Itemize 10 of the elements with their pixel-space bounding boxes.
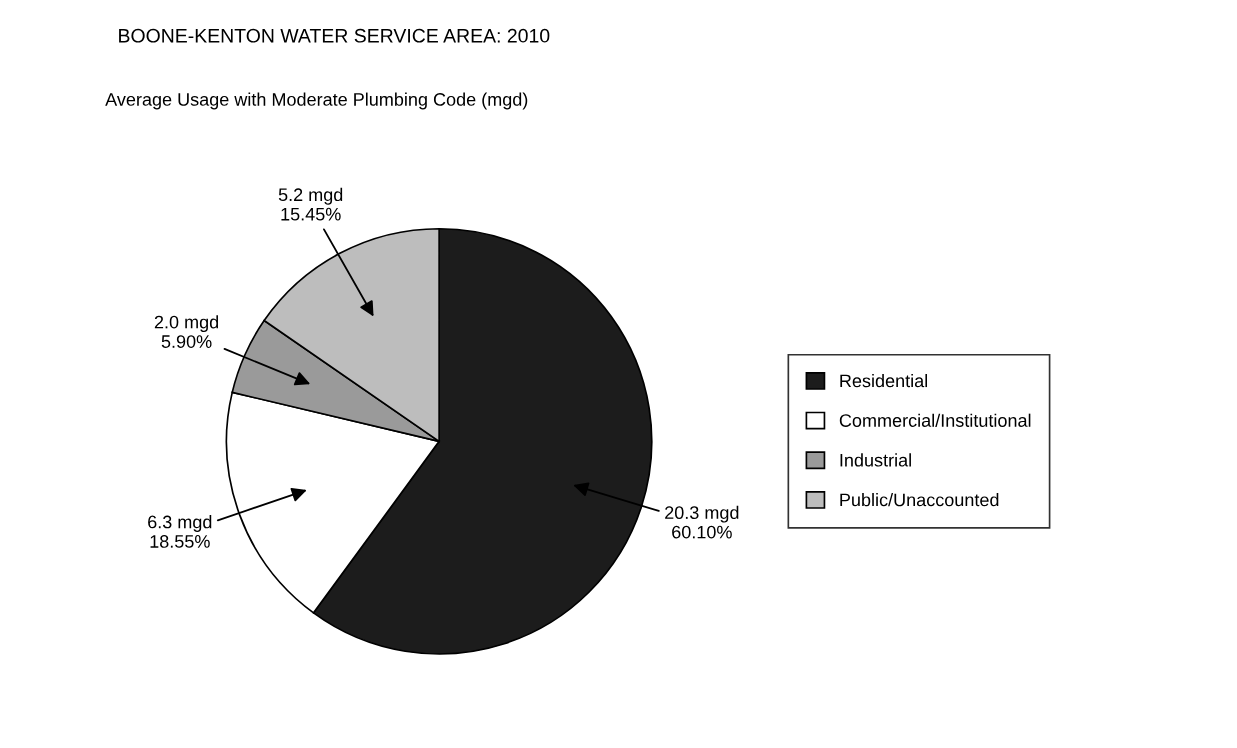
data-label: 5.2 mgd 15.45% [278,187,343,221]
data-label: 20.3 mgd 60.10% [665,505,739,539]
legend-label: Public/Unaccounted [840,493,999,507]
legend-label: Residential [840,373,928,388]
data-label: 6.3 mgd 18.55% [148,515,212,548]
legend-label: Commercial/Institutional [839,413,1031,427]
data-label: 2.0 mgd 5.90% [154,315,219,348]
chart-title: BOONE-KENTON WATER SERVICE AREA: 2010 [119,28,550,43]
legend-label: Industrial [840,453,911,467]
chart-subtitle: Average Usage with Moderate Plumbing Code (mgd) [105,92,528,110]
